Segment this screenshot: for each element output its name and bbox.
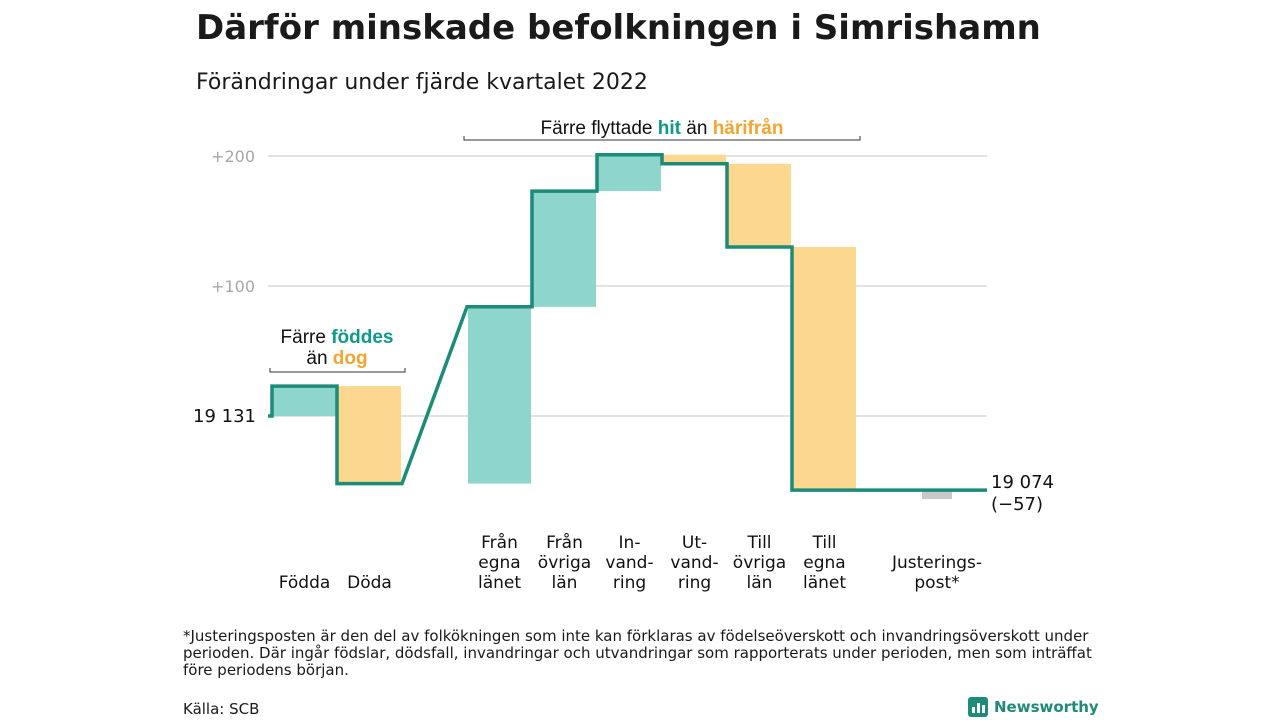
start-label: 19 131	[193, 406, 256, 427]
brand: Newsworthy	[968, 697, 1099, 717]
bar-4	[598, 154, 661, 192]
annotation-migration: Färre flyttade hit än härifrån	[541, 118, 784, 139]
y-tick-label-1: +100	[211, 277, 255, 296]
bar-0	[273, 386, 336, 416]
bar-7	[793, 247, 856, 491]
end-label: 19 074	[991, 472, 1054, 493]
bar-8	[922, 490, 952, 500]
category-label-0: Födda	[279, 573, 331, 593]
bars	[273, 154, 952, 500]
category-label-2: Från egna länet	[478, 532, 521, 593]
bar-3	[533, 191, 596, 307]
labels: 19 131 19 074 (−57)	[193, 406, 1054, 515]
annotation-migration-bracket	[463, 136, 861, 141]
newsworthy-logo-icon	[968, 697, 988, 717]
change-label: (−57)	[991, 494, 1043, 515]
source: Källa: SCB	[183, 700, 260, 718]
bar-5	[663, 154, 726, 164]
running-total-line	[268, 152, 987, 492]
category-label-6: Till övriga län	[733, 533, 786, 593]
category-label-1: Döda	[347, 573, 392, 593]
bar-6	[728, 163, 791, 247]
category-label-4: In-vand-ring	[605, 533, 653, 593]
footnote: *Justeringsposten är den del av folkökni…	[183, 627, 1092, 679]
waterfall-chart: +100 +200 Färre föddes än dog Färre flytt…	[193, 118, 1054, 593]
chart-subtitle: Förändringar under fjärde kvartalet 2022	[196, 70, 648, 95]
annotation-births: Färre föddes	[281, 327, 394, 348]
category-labels: Födda Döda Från egna länet Från övriga län In-va…	[279, 532, 982, 593]
annotations: Färre föddes än dog Färre flyttade hit ä…	[269, 118, 861, 373]
annotation-births-line2: än dog	[306, 348, 367, 369]
y-tick-label-2: +200	[211, 147, 255, 166]
chart-title: Därför minskade befolkningen i Simrisham…	[196, 8, 1041, 48]
bar-1	[338, 386, 401, 484]
bar-2	[468, 306, 531, 484]
category-label-7: Till egna länet	[803, 533, 846, 593]
category-label-5: Ut-vand-ring	[670, 533, 718, 593]
category-label-3: Från övriga län	[538, 532, 591, 593]
brand-name: Newsworthy	[994, 698, 1099, 716]
category-label-8: Justerings-post*	[891, 553, 982, 593]
annotation-births-bracket	[269, 368, 406, 373]
